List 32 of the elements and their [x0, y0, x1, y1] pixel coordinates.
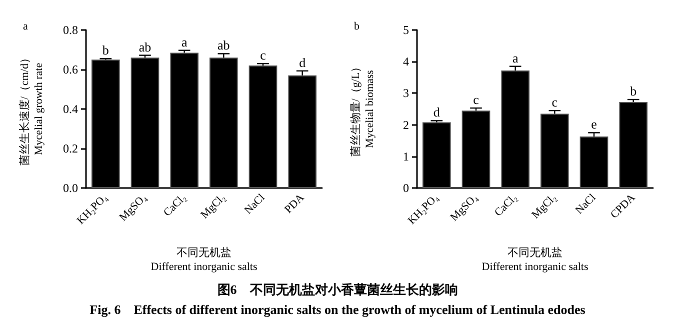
y-tick-label: 0.8 — [63, 23, 78, 37]
y-tick-label: 4 — [403, 54, 409, 69]
data-label: c — [260, 48, 266, 63]
chart-title: a — [23, 20, 28, 32]
y-tick-label: 0.4 — [63, 102, 78, 116]
y-tick-label: 0 — [403, 181, 409, 195]
data-label: b — [102, 42, 109, 58]
y-axis-title: 菌丝生物量/（g/L） Mycelial biomass — [349, 61, 376, 157]
chart-title: b — [354, 20, 360, 32]
x-axis-title: 不同无机盐 Different inorganic salts — [482, 246, 588, 273]
data-label: c — [473, 92, 480, 108]
x-axis-title: 不同无机盐 Different inorganic salts — [150, 246, 258, 273]
data-label: d — [299, 54, 306, 70]
data-label: a — [512, 50, 518, 66]
x-tick-label: PDA — [282, 192, 307, 216]
y-tick-label: 2 — [403, 118, 409, 132]
data-label: c — [552, 94, 558, 110]
y-tick-label: 0.6 — [63, 62, 78, 76]
y-tick-label: 1 — [403, 149, 409, 164]
y-tick-label: 5 — [403, 23, 409, 37]
caption: 图6 不同无机盐对小香蕈菌丝生长的影响 — [216, 281, 459, 299]
data-label: d — [433, 104, 440, 120]
data-label: e — [591, 116, 598, 132]
caption: Fig. 6 Effects of different inorganic salts on the growth of mycelium of Lentinula edodes — [88, 301, 586, 319]
y-axis-title: 菌丝生长速度/（cm/d） Mycelial growth rate — [18, 52, 45, 166]
y-tick-label: 0.2 — [63, 142, 78, 156]
data-label: ab — [218, 38, 230, 53]
y-tick-label: 0.0 — [63, 181, 78, 195]
data-label: ab — [138, 39, 152, 54]
data-label: a — [181, 34, 188, 50]
data-label: b — [630, 84, 637, 99]
y-tick-label: 3 — [403, 86, 409, 100]
